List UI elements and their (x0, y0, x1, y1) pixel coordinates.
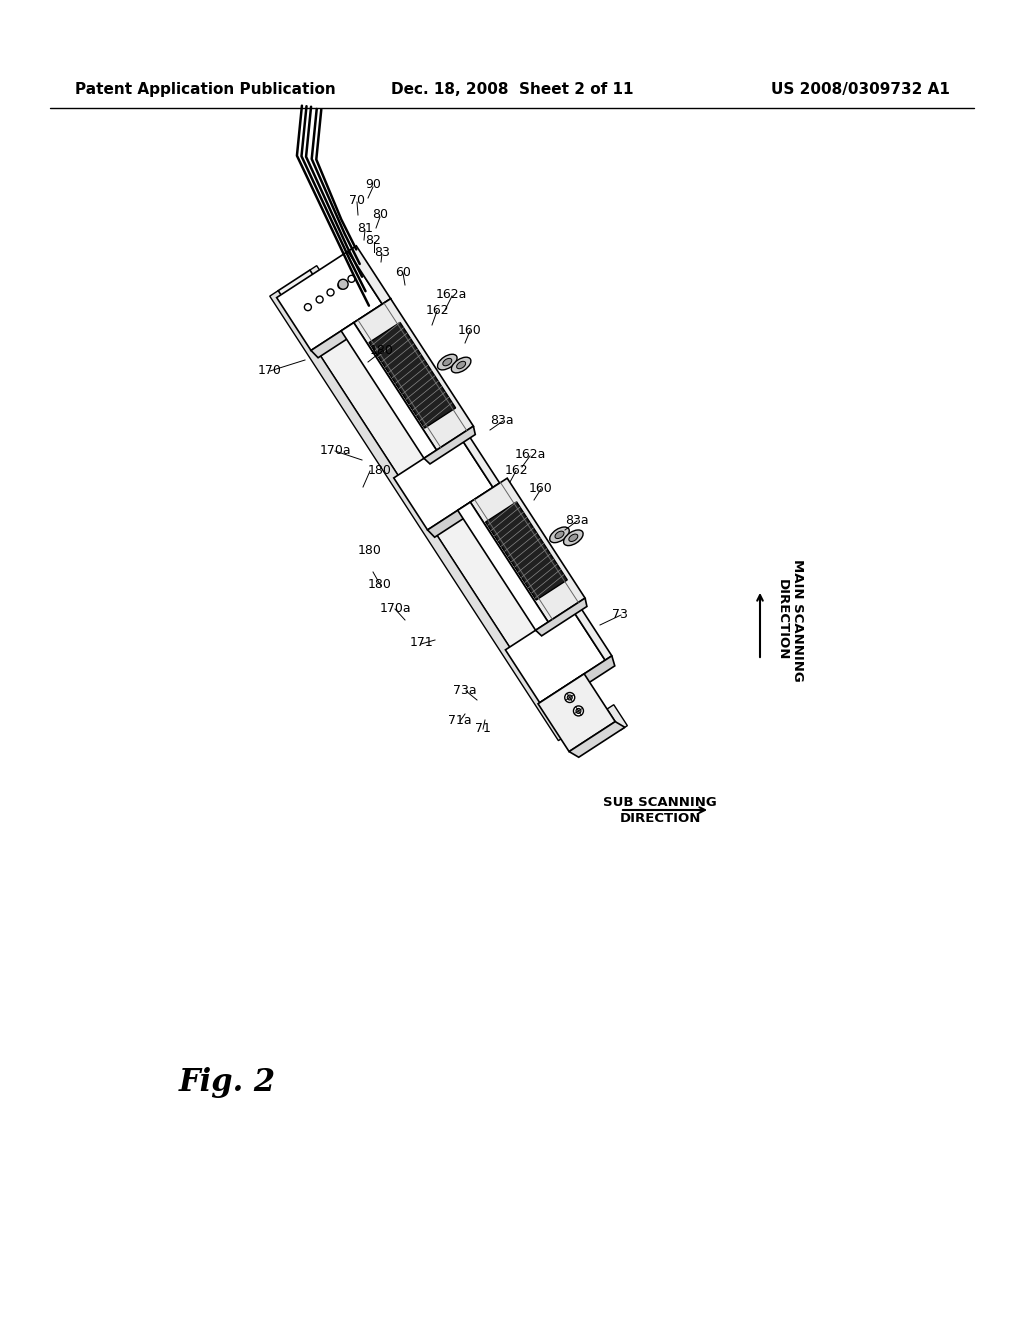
Polygon shape (459, 432, 500, 487)
Text: Fig. 2: Fig. 2 (179, 1067, 276, 1098)
Polygon shape (311, 298, 394, 358)
Text: 82: 82 (366, 234, 381, 247)
Text: 160: 160 (529, 482, 553, 495)
Polygon shape (348, 246, 390, 304)
Polygon shape (538, 673, 615, 751)
Text: SUB SCANNING
DIRECTION: SUB SCANNING DIRECTION (603, 796, 717, 825)
Polygon shape (353, 298, 473, 450)
Polygon shape (506, 607, 605, 702)
Polygon shape (279, 271, 599, 735)
Text: 70: 70 (349, 194, 365, 206)
Text: 73: 73 (612, 607, 628, 620)
Polygon shape (276, 251, 382, 350)
Text: 171: 171 (411, 636, 434, 649)
Polygon shape (536, 598, 587, 636)
Text: 80: 80 (372, 209, 388, 222)
Text: 180: 180 (370, 343, 394, 356)
Polygon shape (570, 603, 612, 660)
Polygon shape (485, 502, 567, 601)
Polygon shape (458, 502, 548, 630)
Text: 162: 162 (425, 304, 449, 317)
Text: 83: 83 (374, 246, 390, 259)
Circle shape (575, 709, 581, 713)
Text: 180: 180 (368, 578, 392, 591)
Ellipse shape (563, 529, 583, 545)
Text: Dec. 18, 2008  Sheet 2 of 11: Dec. 18, 2008 Sheet 2 of 11 (391, 82, 633, 98)
Polygon shape (341, 322, 436, 458)
Text: MAIN SCANNING
DIRECTION: MAIN SCANNING DIRECTION (775, 558, 805, 681)
Polygon shape (428, 483, 503, 537)
Text: 162: 162 (504, 463, 527, 477)
Text: 180: 180 (368, 463, 392, 477)
Polygon shape (540, 656, 614, 710)
Ellipse shape (550, 527, 569, 543)
Text: 71: 71 (475, 722, 490, 734)
Text: 180: 180 (358, 544, 382, 557)
Polygon shape (394, 436, 493, 529)
Polygon shape (569, 722, 625, 758)
Text: 83a: 83a (490, 413, 514, 426)
Text: 170a: 170a (379, 602, 411, 615)
Polygon shape (607, 705, 628, 730)
Circle shape (567, 696, 572, 700)
Text: 170: 170 (258, 363, 282, 376)
Text: 162a: 162a (514, 449, 546, 462)
Circle shape (573, 706, 584, 715)
Text: 71a: 71a (449, 714, 472, 726)
Ellipse shape (555, 531, 564, 539)
Polygon shape (369, 322, 456, 428)
Ellipse shape (568, 535, 578, 541)
Text: 160: 160 (458, 323, 482, 337)
Ellipse shape (452, 358, 471, 372)
Circle shape (338, 280, 348, 289)
Text: 162a: 162a (435, 289, 467, 301)
Text: 73a: 73a (454, 684, 477, 697)
Text: Patent Application Publication: Patent Application Publication (75, 82, 336, 98)
Polygon shape (424, 426, 475, 463)
Text: 83a: 83a (565, 513, 589, 527)
Circle shape (565, 693, 574, 702)
Polygon shape (310, 265, 605, 714)
Text: US 2008/0309732 A1: US 2008/0309732 A1 (771, 82, 950, 98)
Ellipse shape (442, 358, 452, 366)
Polygon shape (269, 290, 567, 741)
Polygon shape (470, 478, 585, 622)
Text: 81: 81 (357, 222, 373, 235)
Text: 90: 90 (366, 178, 381, 191)
Ellipse shape (457, 362, 466, 368)
Text: 60: 60 (395, 265, 411, 279)
Ellipse shape (437, 354, 457, 370)
Text: 170a: 170a (319, 444, 351, 457)
